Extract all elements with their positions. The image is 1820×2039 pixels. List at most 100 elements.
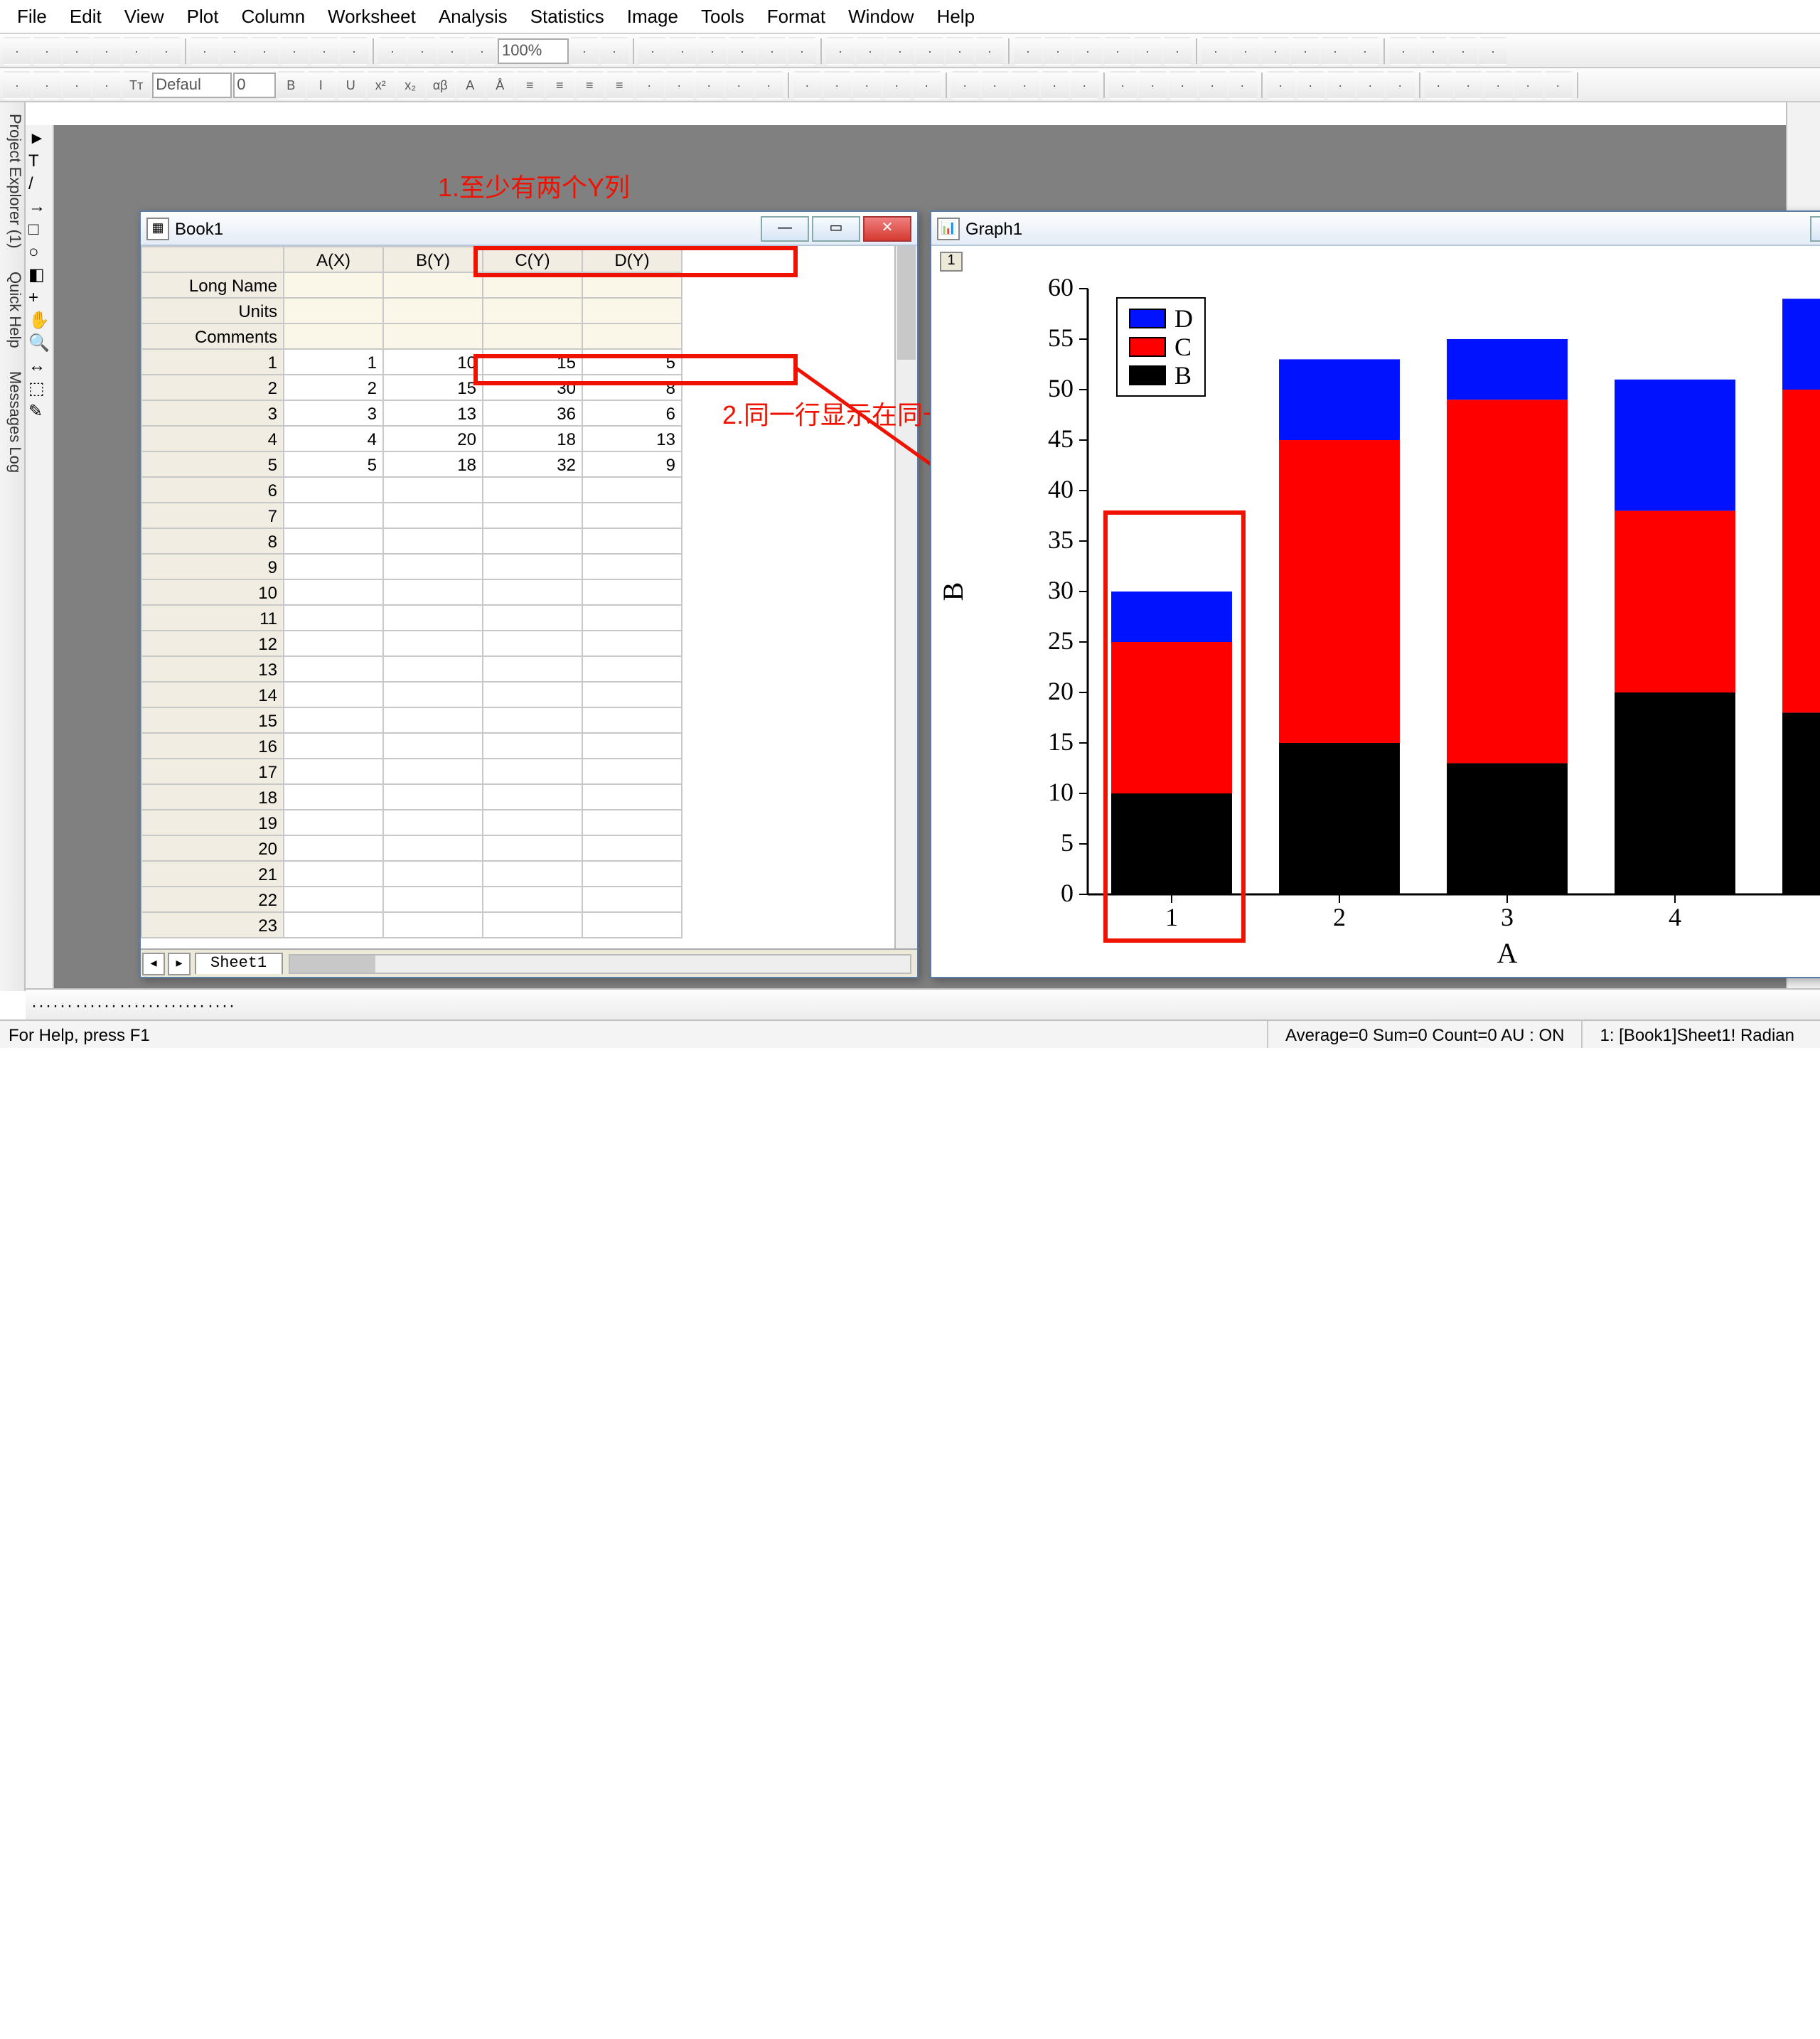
row-header[interactable]: 20 [141,835,284,861]
cell[interactable] [483,912,582,938]
toolbar-button[interactable]: · [438,36,466,65]
format-button[interactable]: A [456,70,484,99]
toolbar-button[interactable]: · [1040,70,1069,99]
cell[interactable] [483,887,582,912]
column-header[interactable]: D(Y) [582,247,682,272]
tool-button[interactable]: + [28,287,50,307]
toolbar-button[interactable]: · [148,995,154,1015]
tool-button[interactable]: ► [28,128,50,148]
dock-tab[interactable]: Project Explorer (1) [1,108,23,255]
toolbar-button[interactable]: · [1044,36,1072,65]
row-header[interactable]: 23 [141,912,284,938]
cell[interactable] [284,631,383,656]
cell[interactable]: 6 [582,400,682,426]
toolbar-button[interactable]: · [92,70,121,99]
cell[interactable] [582,861,682,887]
toolbar-button[interactable]: · [1351,36,1379,65]
cell[interactable] [284,323,383,349]
dock-tab[interactable]: Quick Help [1,266,23,354]
toolbar-button[interactable]: · [1108,70,1137,99]
row-header[interactable]: 9 [141,554,284,579]
cell[interactable] [582,554,682,579]
toolbar-button[interactable]: · [570,36,599,65]
toolbar-button[interactable]: · [1419,36,1447,65]
toolbar-button[interactable]: · [38,995,44,1015]
cell[interactable] [483,528,582,554]
toolbar-button[interactable]: · [1198,70,1226,99]
toolbar-button[interactable]: · [3,70,31,99]
tool-button[interactable]: ↔ [28,355,50,375]
cell[interactable] [582,682,682,707]
cell[interactable] [284,528,383,554]
toolbar-button[interactable]: · [758,36,786,65]
column-header[interactable]: C(Y) [483,247,582,272]
cell[interactable] [483,835,582,861]
row-header[interactable]: 11 [141,605,284,631]
toolbar-button[interactable]: · [600,36,628,65]
toolbar-button[interactable]: · [788,36,816,65]
tool-button[interactable]: 🔍 [28,333,50,353]
cell[interactable] [383,887,483,912]
toolbar-button[interactable]: · [951,70,979,99]
toolbar-button[interactable]: · [141,995,146,1015]
cell[interactable] [483,554,582,579]
cell[interactable] [284,887,383,912]
row-header[interactable]: 4 [141,426,284,451]
toolbar-button[interactable]: · [152,36,181,65]
cell[interactable] [483,656,582,682]
cell[interactable]: 13 [383,400,483,426]
toolbar-button[interactable]: · [1514,70,1542,99]
toolbar-button[interactable]: · [1449,36,1477,65]
tool-button[interactable]: ○ [28,242,50,262]
cell[interactable]: 8 [582,375,682,400]
row-header[interactable]: Comments [141,323,284,349]
menu-edit[interactable]: Edit [58,3,113,30]
toolbar-button[interactable]: · [208,995,213,1015]
cell[interactable] [483,579,582,605]
cell[interactable] [284,707,383,733]
toolbar-button[interactable]: · [111,995,117,1015]
toolbar-button[interactable]: · [980,70,1009,99]
cell[interactable]: 32 [483,451,582,477]
toolbar-button[interactable]: · [63,36,91,65]
cell[interactable] [284,784,383,810]
format-button[interactable]: x₂ [396,70,424,99]
graph1-titlebar[interactable]: 📊 Graph1 — ▭ ✕ [931,212,1820,246]
toolbar-button[interactable]: · [178,995,183,1015]
toolbar-button[interactable]: · [199,995,205,1015]
toolbar-button[interactable]: · [280,36,309,65]
cell[interactable] [284,272,383,298]
cell[interactable] [383,759,483,784]
cell[interactable] [483,861,582,887]
cell[interactable]: 10 [383,349,483,375]
toolbar-button[interactable]: · [1356,70,1384,99]
toolbar-button[interactable]: · [185,995,191,1015]
cell[interactable] [582,733,682,759]
tool-button[interactable]: ◧ [28,264,50,284]
tab-nav-prev[interactable]: ▸ [168,952,191,975]
cell[interactable] [582,605,682,631]
cell[interactable] [383,733,483,759]
menu-image[interactable]: Image [616,3,690,30]
cell[interactable] [582,298,682,323]
cell[interactable] [383,656,483,682]
format-button[interactable]: U [336,70,365,99]
toolbar-button[interactable]: · [92,36,121,65]
toolbar-button[interactable]: · [67,995,73,1015]
row-header[interactable]: 5 [141,451,284,477]
row-header[interactable]: 22 [141,887,284,912]
cell[interactable] [284,835,383,861]
tool-button[interactable]: → [28,196,50,216]
toolbar-button[interactable]: · [754,70,783,99]
row-header[interactable]: 18 [141,784,284,810]
cell[interactable] [483,784,582,810]
row-header[interactable]: 1 [141,349,284,375]
cell[interactable]: 15 [383,375,483,400]
toolbar-button[interactable]: · [1228,70,1256,99]
tab-nav-first[interactable]: ◂ [142,952,165,975]
cell[interactable] [284,579,383,605]
menu-tools[interactable]: Tools [690,3,756,30]
cell[interactable]: 5 [284,451,383,477]
menu-help[interactable]: Help [926,3,987,30]
cell[interactable] [483,810,582,835]
